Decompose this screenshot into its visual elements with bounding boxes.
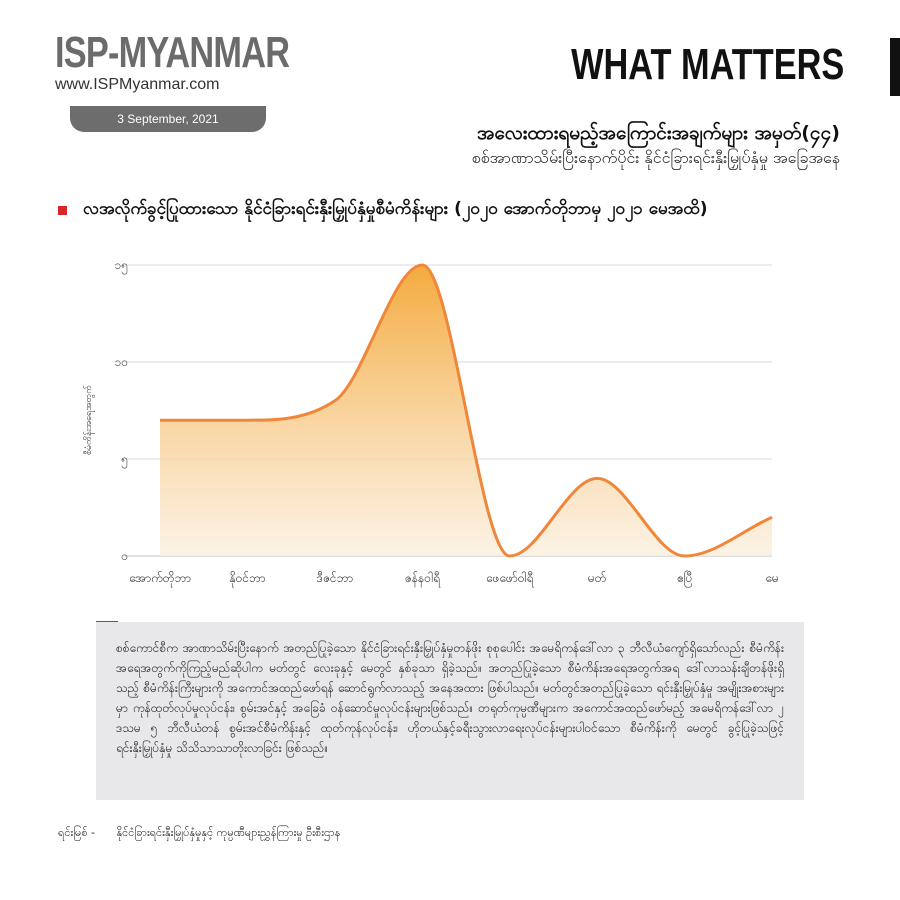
description-box: စစ်ကောင်စီက အာဏာသိမ်းပြီးနောက် အတည်ပြုခဲ… (96, 622, 804, 800)
x-tick-label: ဧပြီ (677, 570, 693, 588)
topic-subtitle: စစ်အာဏာသိမ်းပြီးနောက်ပိုင်း နိုင်ငံခြားရ… (471, 148, 840, 167)
x-tick-label: မေ (765, 571, 778, 585)
x-tick-label: နိုဝင်ဘာ (229, 570, 265, 588)
x-tick-label: ဖေဖော်ဝါရီ (486, 570, 533, 588)
source-label: ရင်းမြစ် - (58, 826, 95, 839)
topic-title: အလေးထားရမည့်အကြောင်းအချက်များ အမှတ်(၄၄) (477, 122, 840, 144)
brand-url[interactable]: www.ISPMyanmar.com (55, 76, 220, 93)
y-tick-label: ၅ (121, 452, 128, 469)
y-tick-label: ၁၀ (115, 355, 129, 369)
corner-accent-bar (890, 38, 900, 96)
topic-header: အလေးထားရမည့်အကြောင်းအချက်များ အမှတ်(၄၄) … (472, 120, 840, 170)
brand: ISP-MYANMAR www.ISPMyanmar.com (55, 28, 355, 94)
area-chart: ၀ ၅ ၁၀ ၁၅ အောက်တိုဘာ နိုဝင်ဘာ ဒီဇင်ဘာ ဇန်နဝါရီ… (83, 258, 779, 588)
source-text: နိုင်ငံခြားရင်းနှီးမြှုပ်နှံမှုနှင့် ကုမ… (116, 826, 341, 839)
bullet-square-icon (58, 206, 67, 215)
section-label: WHAT MATTERS (570, 40, 844, 89)
y-tick-label: ၀ (121, 549, 128, 563)
x-tick-label: မတ် (588, 570, 607, 585)
description-text: စစ်ကောင်စီက အာဏာသိမ်းပြီးနောက် အတည်ပြုခဲ… (116, 641, 784, 755)
series-line (160, 263, 773, 558)
x-tick-label: ဒီဇင်ဘာ (317, 570, 354, 585)
chart-heading-text: လအလိုက်ခွင့်ပြုထားသော နိုင်ငံခြားရင်းနှီ… (83, 199, 708, 219)
y-tick-label: ၁၅ (115, 258, 129, 275)
brand-logo: ISP-MYANMAR (55, 28, 290, 77)
y-axis-label: စီမံကိန်းအရေအတွက် (83, 384, 95, 455)
source-note: ရင်းမြစ် - နိုင်ငံခြားရင်းနှီးမြှုပ်နှံမ… (58, 826, 340, 842)
x-tick-label: ဇန်နဝါရီ (405, 570, 440, 588)
x-tick-label: အောက်တိုဘာ (129, 570, 191, 588)
chart-heading: လအလိုက်ခွင့်ပြုထားသော နိုင်ငံခြားရင်းနှီ… (58, 198, 707, 223)
date-badge: 3 September, 2021 (70, 106, 266, 132)
